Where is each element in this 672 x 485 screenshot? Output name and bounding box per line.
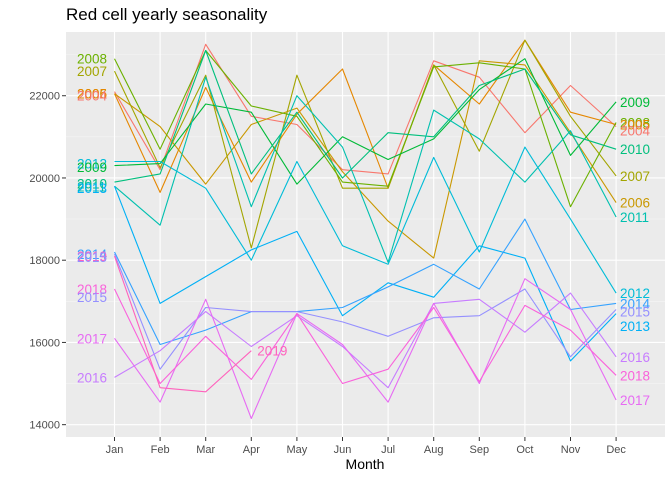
series-line-2017	[114, 278, 617, 420]
series-label-2012: 2012	[77, 157, 107, 172]
series-label-2017: 2017	[77, 331, 107, 346]
x-tick-label: Jun	[334, 444, 352, 456]
series-label-2016: 2016	[620, 350, 650, 365]
series-label-2014: 2014	[620, 296, 651, 311]
series-label-2014: 2014	[77, 247, 108, 262]
series-label-2010: 2010	[620, 142, 650, 157]
series-label-2012: 2012	[620, 286, 650, 301]
series-label-2007: 2007	[77, 64, 107, 79]
series-line-2007	[114, 39, 617, 249]
series-line-2008	[114, 49, 617, 208]
series-label-2011: 2011	[620, 210, 649, 225]
y-tick-label: 20000	[29, 173, 60, 185]
x-tick-label: Aug	[424, 444, 444, 456]
series-label-2005: 2005	[77, 87, 107, 102]
series-line-2011	[114, 76, 617, 263]
plot-panel	[66, 32, 665, 437]
series-line-2012	[114, 146, 617, 294]
y-tick-label: 18000	[29, 255, 60, 267]
series-label-2007: 2007	[620, 169, 650, 184]
series-line-2006	[114, 60, 617, 259]
series-label-2006: 2006	[77, 87, 107, 102]
x-axis-title: Month	[346, 456, 385, 472]
x-tick-label: May	[287, 444, 308, 456]
x-tick-label: Oct	[516, 444, 533, 456]
series-label-2017: 2017	[620, 393, 650, 408]
series-label-2009: 2009	[620, 95, 650, 110]
series-label-2018: 2018	[620, 368, 650, 383]
x-tick-label: Jan	[106, 444, 124, 456]
y-tick-label: 22000	[29, 91, 60, 103]
x-axis: Jan Feb Mar Apr May Jun Jul Aug Sep Oct Nov Dec	[106, 437, 626, 456]
series-line-2018	[114, 288, 617, 385]
series-label-2016: 2016	[77, 370, 107, 385]
series-line-2014	[114, 218, 617, 346]
series-label-2011: 2011	[77, 180, 106, 195]
series-label-2006: 2006	[620, 196, 650, 211]
y-axis: 14000 16000 18000 20000 22000	[29, 91, 66, 432]
series-lines	[113, 39, 617, 420]
x-tick-label: Apr	[243, 444, 260, 456]
series-label-2004: 2004	[77, 89, 108, 104]
chart-title: Red cell yearly seasonality	[66, 5, 268, 24]
series-line-2016	[114, 292, 617, 389]
series-label-2015: 2015	[77, 290, 107, 305]
series-line-2009	[114, 58, 617, 185]
x-tick-label: Jul	[381, 444, 395, 456]
series-label-2018: 2018	[77, 282, 107, 297]
series-label-2015: 2015	[620, 305, 650, 320]
y-tick-label: 14000	[29, 420, 60, 432]
y-tick-label: 16000	[29, 337, 60, 349]
series-label-2010: 2010	[77, 176, 107, 191]
series-line-2010	[114, 49, 617, 183]
series-label-2019: 2019	[77, 249, 107, 264]
series-label-2008: 2008	[77, 52, 107, 67]
series-label-2013: 2013	[77, 181, 107, 196]
series-label-2019: 2019	[257, 344, 287, 359]
series-label-2004: 2004	[620, 124, 651, 139]
series-label-2005: 2005	[620, 118, 650, 133]
series-line-2019	[113, 255, 252, 393]
series-labels: 2008200720062005200420122009201020112013…	[77, 52, 651, 408]
series-label-2009: 2009	[77, 160, 107, 175]
series-line-2013	[113, 186, 617, 362]
series-label-2008: 2008	[620, 115, 650, 130]
x-tick-label: Sep	[470, 444, 490, 456]
x-tick-label: Mar	[196, 444, 215, 456]
series-label-2015: 2015	[77, 250, 107, 265]
x-tick-label: Nov	[561, 444, 581, 456]
x-tick-label: Dec	[606, 444, 626, 456]
series-line-2004	[114, 43, 617, 175]
x-tick-label: Feb	[151, 444, 170, 456]
series-label-2013: 2013	[620, 319, 650, 334]
